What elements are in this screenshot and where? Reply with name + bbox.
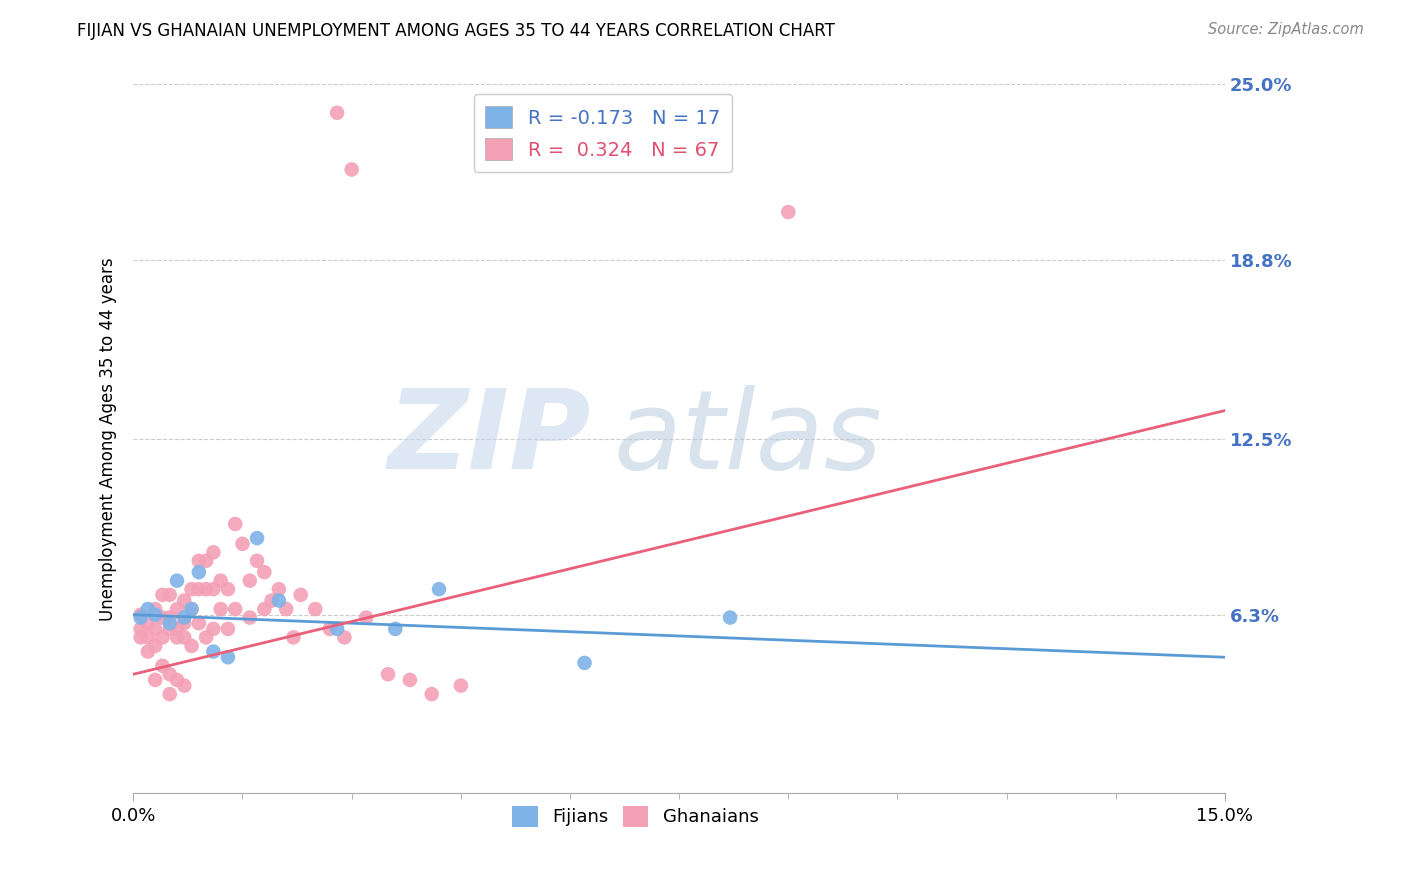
- Point: [340, 162, 363, 177]
- Point: [129, 631, 152, 645]
- Point: [574, 656, 596, 670]
- Point: [333, 631, 356, 645]
- Point: [420, 687, 443, 701]
- Point: [159, 610, 181, 624]
- Point: [202, 582, 225, 597]
- Point: [152, 658, 174, 673]
- Point: [143, 673, 166, 687]
- Point: [143, 622, 166, 636]
- Point: [217, 622, 239, 636]
- Point: [267, 582, 290, 597]
- Point: [152, 588, 174, 602]
- Point: [159, 622, 181, 636]
- Point: [202, 545, 225, 559]
- Legend: Fijians, Ghanaians: Fijians, Ghanaians: [505, 798, 766, 834]
- Point: [143, 607, 166, 622]
- Point: [283, 631, 305, 645]
- Point: [209, 574, 232, 588]
- Point: [180, 602, 202, 616]
- Point: [319, 622, 342, 636]
- Point: [239, 574, 262, 588]
- Point: [173, 679, 195, 693]
- Point: [217, 650, 239, 665]
- Point: [224, 602, 246, 616]
- Point: [202, 622, 225, 636]
- Point: [152, 631, 174, 645]
- Point: [304, 602, 326, 616]
- Point: [246, 554, 269, 568]
- Point: [276, 602, 298, 616]
- Point: [290, 588, 312, 602]
- Point: [253, 602, 276, 616]
- Point: [129, 607, 152, 622]
- Point: [260, 593, 283, 607]
- Point: [187, 554, 209, 568]
- Point: [180, 582, 202, 597]
- Point: [246, 531, 269, 545]
- Point: [195, 582, 218, 597]
- Point: [253, 565, 276, 579]
- Point: [326, 622, 349, 636]
- Text: ZIP: ZIP: [388, 385, 592, 492]
- Point: [187, 616, 209, 631]
- Point: [187, 565, 209, 579]
- Point: [195, 631, 218, 645]
- Point: [173, 610, 195, 624]
- Point: [143, 639, 166, 653]
- Point: [166, 673, 188, 687]
- Point: [143, 602, 166, 616]
- Point: [166, 574, 188, 588]
- Point: [778, 205, 800, 219]
- Point: [136, 602, 159, 616]
- Point: [159, 588, 181, 602]
- Point: [427, 582, 450, 597]
- Point: [159, 667, 181, 681]
- Point: [399, 673, 422, 687]
- Point: [180, 602, 202, 616]
- Point: [450, 679, 472, 693]
- Point: [129, 610, 152, 624]
- Point: [202, 644, 225, 658]
- Text: Source: ZipAtlas.com: Source: ZipAtlas.com: [1208, 22, 1364, 37]
- Y-axis label: Unemployment Among Ages 35 to 44 years: Unemployment Among Ages 35 to 44 years: [100, 257, 117, 621]
- Point: [718, 610, 741, 624]
- Point: [159, 687, 181, 701]
- Point: [384, 622, 406, 636]
- Point: [231, 537, 253, 551]
- Point: [173, 593, 195, 607]
- Point: [166, 602, 188, 616]
- Point: [136, 631, 159, 645]
- Point: [159, 616, 181, 631]
- Point: [136, 644, 159, 658]
- Point: [152, 610, 174, 624]
- Point: [224, 516, 246, 531]
- Point: [354, 610, 377, 624]
- Point: [187, 582, 209, 597]
- Point: [129, 622, 152, 636]
- Point: [136, 616, 159, 631]
- Point: [180, 639, 202, 653]
- Point: [217, 582, 239, 597]
- Point: [173, 616, 195, 631]
- Point: [166, 622, 188, 636]
- Point: [195, 554, 218, 568]
- Point: [326, 105, 349, 120]
- Point: [166, 631, 188, 645]
- Text: FIJIAN VS GHANAIAN UNEMPLOYMENT AMONG AGES 35 TO 44 YEARS CORRELATION CHART: FIJIAN VS GHANAIAN UNEMPLOYMENT AMONG AG…: [77, 22, 835, 40]
- Point: [377, 667, 399, 681]
- Point: [239, 610, 262, 624]
- Point: [267, 593, 290, 607]
- Text: atlas: atlas: [613, 385, 883, 492]
- Point: [209, 602, 232, 616]
- Point: [173, 631, 195, 645]
